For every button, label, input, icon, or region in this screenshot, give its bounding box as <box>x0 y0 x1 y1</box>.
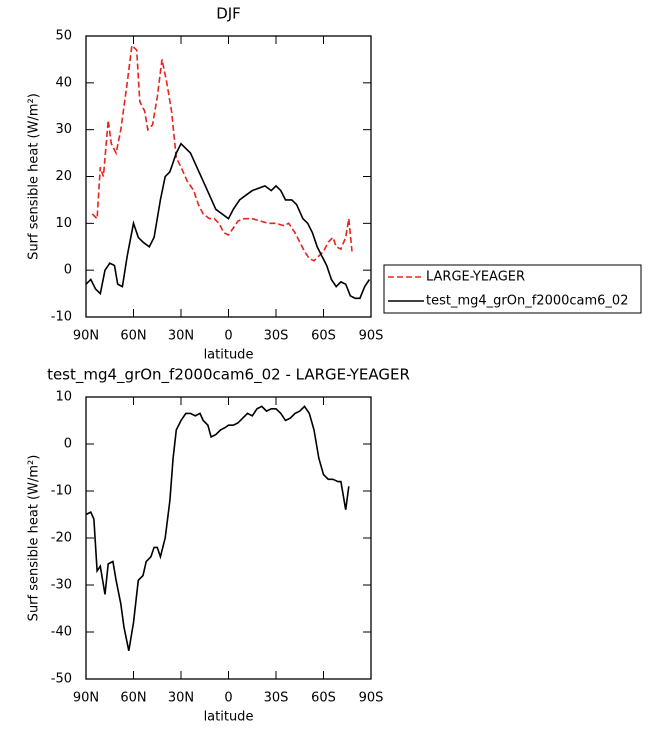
x-tick-label: 30N <box>168 329 194 344</box>
x-tick-label: 90S <box>359 329 384 344</box>
chart-title: test_mg4_grOn_f2000cam6_02 - LARGE-YEAGE… <box>47 366 410 385</box>
plot-frame <box>85 396 372 680</box>
x-tick-label: 90S <box>359 691 384 706</box>
plot-frame <box>85 35 372 318</box>
x-tick-label: 0 <box>224 329 232 344</box>
y-tick-label: 0 <box>64 263 72 278</box>
x-tick-label: 60S <box>311 329 336 344</box>
y-tick-label: -40 <box>51 625 72 640</box>
y-tick-label: 40 <box>55 75 72 90</box>
y-tick-label: 0 <box>64 437 72 452</box>
data-line <box>85 142 371 300</box>
chart-title: DJF <box>216 5 241 23</box>
x-tick-label: 90N <box>73 329 99 344</box>
y-tick-label: -10 <box>51 310 72 325</box>
x-tick-label: 30S <box>264 329 289 344</box>
y-tick-label: -20 <box>51 531 72 546</box>
x-tick-label: 90N <box>73 691 99 706</box>
y-tick-label: 10 <box>55 390 72 405</box>
y-tick-label: 30 <box>55 122 72 137</box>
x-tick-label: 30S <box>264 691 289 706</box>
x-axis-label: latitude <box>204 348 254 363</box>
legend-box <box>383 264 642 314</box>
y-tick-label: 10 <box>55 216 72 231</box>
legend-label: LARGE-YEAGER <box>426 270 525 285</box>
y-axis-label: Surf sensible heat (W/m²) <box>27 455 42 622</box>
x-tick-label: 60S <box>311 691 336 706</box>
x-tick-label: 60N <box>120 329 146 344</box>
y-tick-label: 20 <box>55 169 72 184</box>
y-tick-label: 50 <box>55 29 72 44</box>
data-line <box>91 43 353 262</box>
legend-label: test_mg4_grOn_f2000cam6_02 <box>426 294 628 309</box>
x-tick-label: 0 <box>224 691 232 706</box>
x-tick-label: 30N <box>168 691 194 706</box>
y-axis-label: Surf sensible heat (W/m²) <box>27 93 42 260</box>
x-axis-label: latitude <box>204 710 254 725</box>
x-tick-label: 60N <box>120 691 146 706</box>
y-tick-label: -10 <box>51 484 72 499</box>
data-line <box>85 405 350 651</box>
y-tick-label: -30 <box>51 578 72 593</box>
y-tick-label: -50 <box>51 672 72 687</box>
